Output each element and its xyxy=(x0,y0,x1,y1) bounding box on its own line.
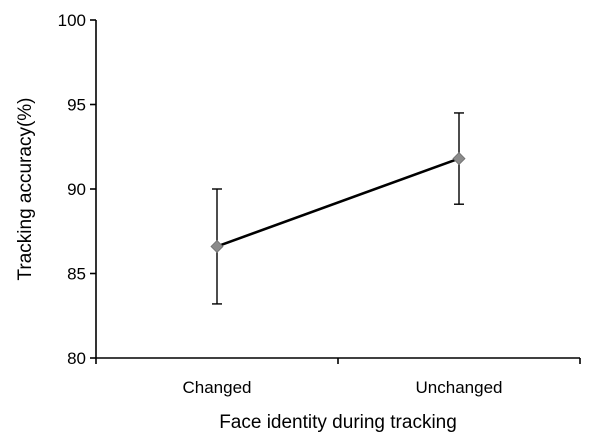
y-ticks: 80 85 90 95 100 xyxy=(58,11,96,368)
x-axis-title: Face identity during tracking xyxy=(219,412,457,433)
y-tick-label: 95 xyxy=(67,96,86,115)
x-categories: Changed Unchanged xyxy=(95,358,581,397)
y-axis-title: Tracking accuracy(%) xyxy=(15,97,36,280)
x-category-label: Unchanged xyxy=(416,378,503,397)
y-tick-label: 90 xyxy=(67,180,86,199)
series-line xyxy=(216,157,460,248)
y-tick-label: 100 xyxy=(58,11,86,30)
data-point-marker xyxy=(452,152,466,166)
series xyxy=(210,112,466,305)
axes xyxy=(95,20,580,359)
y-tick-label: 85 xyxy=(67,265,86,284)
data-point-marker xyxy=(210,239,224,254)
y-tick-label: 80 xyxy=(67,349,86,368)
x-category-label: Changed xyxy=(182,378,251,397)
